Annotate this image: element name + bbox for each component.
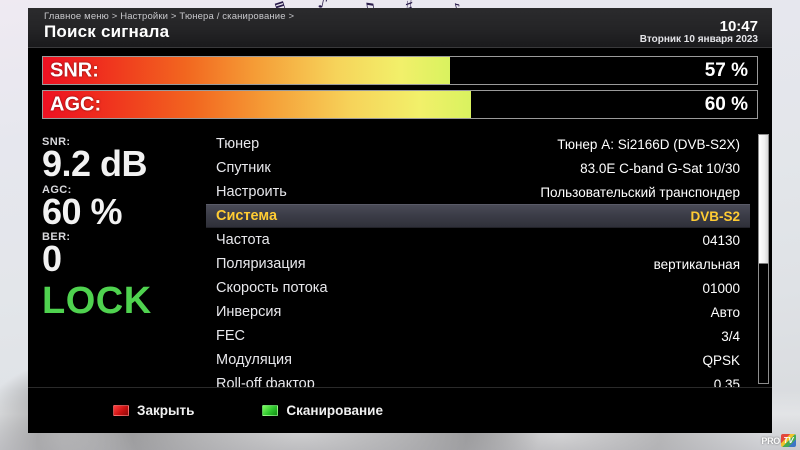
settings-row[interactable]: Спутник 83.0E C-band G-Sat 10/30 [206, 156, 750, 180]
settings-row-label: Поляризация [216, 256, 306, 272]
settings-row[interactable]: Частота 04130 [206, 228, 750, 252]
settings-row-value: 3/4 [721, 328, 740, 344]
agc-bar-fill [43, 91, 472, 118]
settings-row-label: Скорость потока [216, 280, 328, 296]
settings-row-value: 04130 [702, 232, 740, 248]
agc-bar-label: AGC: [50, 93, 102, 115]
stat-agc-value: 60 % [42, 190, 123, 232]
agc-bar: AGC: 60 % [42, 90, 758, 119]
settings-row-label: Частота [216, 232, 270, 248]
clock-date: Вторник 10 января 2023 [639, 34, 758, 45]
settings-row[interactable]: Тюнер Тюнер A: Si2166D (DVB-S2X) [206, 132, 750, 156]
settings-row[interactable]: Модуляция QPSK [206, 348, 750, 372]
snr-bar-value: 57 % [704, 59, 748, 81]
channel-logo-tv-mark: TV [781, 434, 796, 447]
settings-row[interactable]: Инверсия Авто [206, 300, 750, 324]
settings-row[interactable]: FEC 3/4 [206, 324, 750, 348]
snr-bar: SNR: 57 % [42, 56, 758, 85]
settings-row-value: Пользовательский транспондер [540, 184, 740, 200]
settings-row-value: Авто [710, 304, 740, 320]
settings-row-value: QPSK [702, 352, 740, 368]
list-scrollbar[interactable] [758, 134, 769, 384]
tuner-settings-list[interactable]: Тюнер Тюнер A: Si2166D (DVB-S2X) Спутник 83… [206, 132, 750, 420]
settings-row-label: Система [216, 208, 278, 224]
settings-row[interactable]: Настроить Пользовательский транспондер [206, 180, 750, 204]
list-scrollbar-thumb[interactable] [759, 135, 768, 264]
scan-button-label: Сканирование [286, 403, 383, 418]
lock-status: LOCK [42, 280, 152, 323]
osd-header: Главное меню > Настройки > Тюнера / скан… [28, 8, 772, 48]
settings-row-value: 01000 [702, 280, 740, 296]
stat-agc-key: AGC: [42, 183, 72, 196]
clock-time: 10:47 [719, 18, 758, 35]
agc-bar-value: 60 % [704, 93, 748, 115]
settings-row-value: DVB-S2 [690, 208, 740, 224]
osd-body: SNR: 9.2 dB AGC: 60 % BER: 0 LOCK Тюнер Т… [28, 132, 772, 416]
close-button[interactable]: Закрыть [113, 403, 194, 418]
settings-row[interactable]: Поляризация вертикальная [206, 252, 750, 276]
settings-row-label: Инверсия [216, 304, 282, 320]
settings-row-value: вертикальная [653, 256, 740, 272]
stat-snr-value: 9.2 dB [42, 143, 148, 184]
stat-snr-key: SNR: [42, 136, 71, 148]
settings-row[interactable]: Скорость потока 01000 [206, 276, 750, 300]
close-button-label: Закрыть [137, 403, 195, 418]
settings-row-label: Настроить [216, 184, 287, 200]
red-key-icon [113, 405, 129, 416]
settings-row-label: FEC [216, 328, 245, 344]
snr-bar-label: SNR: [50, 59, 99, 81]
scan-button[interactable]: Сканирование [262, 403, 383, 418]
signal-stats-panel: SNR: 9.2 dB AGC: 60 % BER: 0 LOCK [42, 136, 202, 322]
settings-row-value: Тюнер A: Si2166D (DVB-S2X) [557, 136, 740, 152]
settings-row-value: 83.0E C-band G-Sat 10/30 [580, 160, 740, 176]
green-key-icon [262, 405, 279, 416]
breadcrumb: Главное меню > Настройки > Тюнера / скан… [44, 11, 295, 22]
osd-screen: Главное меню > Настройки > Тюнера / скан… [28, 8, 772, 433]
settings-row-label: Спутник [216, 160, 271, 176]
stat-ber-value: 0 [42, 238, 62, 280]
channel-logo-pro-text: PRO [761, 435, 780, 446]
channel-logo: PRO TV [761, 434, 796, 447]
settings-row-label: Модуляция [216, 352, 292, 368]
settings-row-label: Тюнер [216, 136, 260, 152]
snr-bar-fill [43, 57, 450, 84]
stat-ber-key: BER: [42, 231, 71, 244]
settings-row[interactable]: Система DVB-S2 [206, 204, 750, 228]
channel-logo-tv-text: TV [783, 436, 794, 445]
signal-bars: SNR: 57 % AGC: 60 % [28, 56, 772, 124]
page-title: Поиск сигнала [44, 22, 170, 41]
osd-footer: Закрыть Сканирование [28, 387, 772, 433]
